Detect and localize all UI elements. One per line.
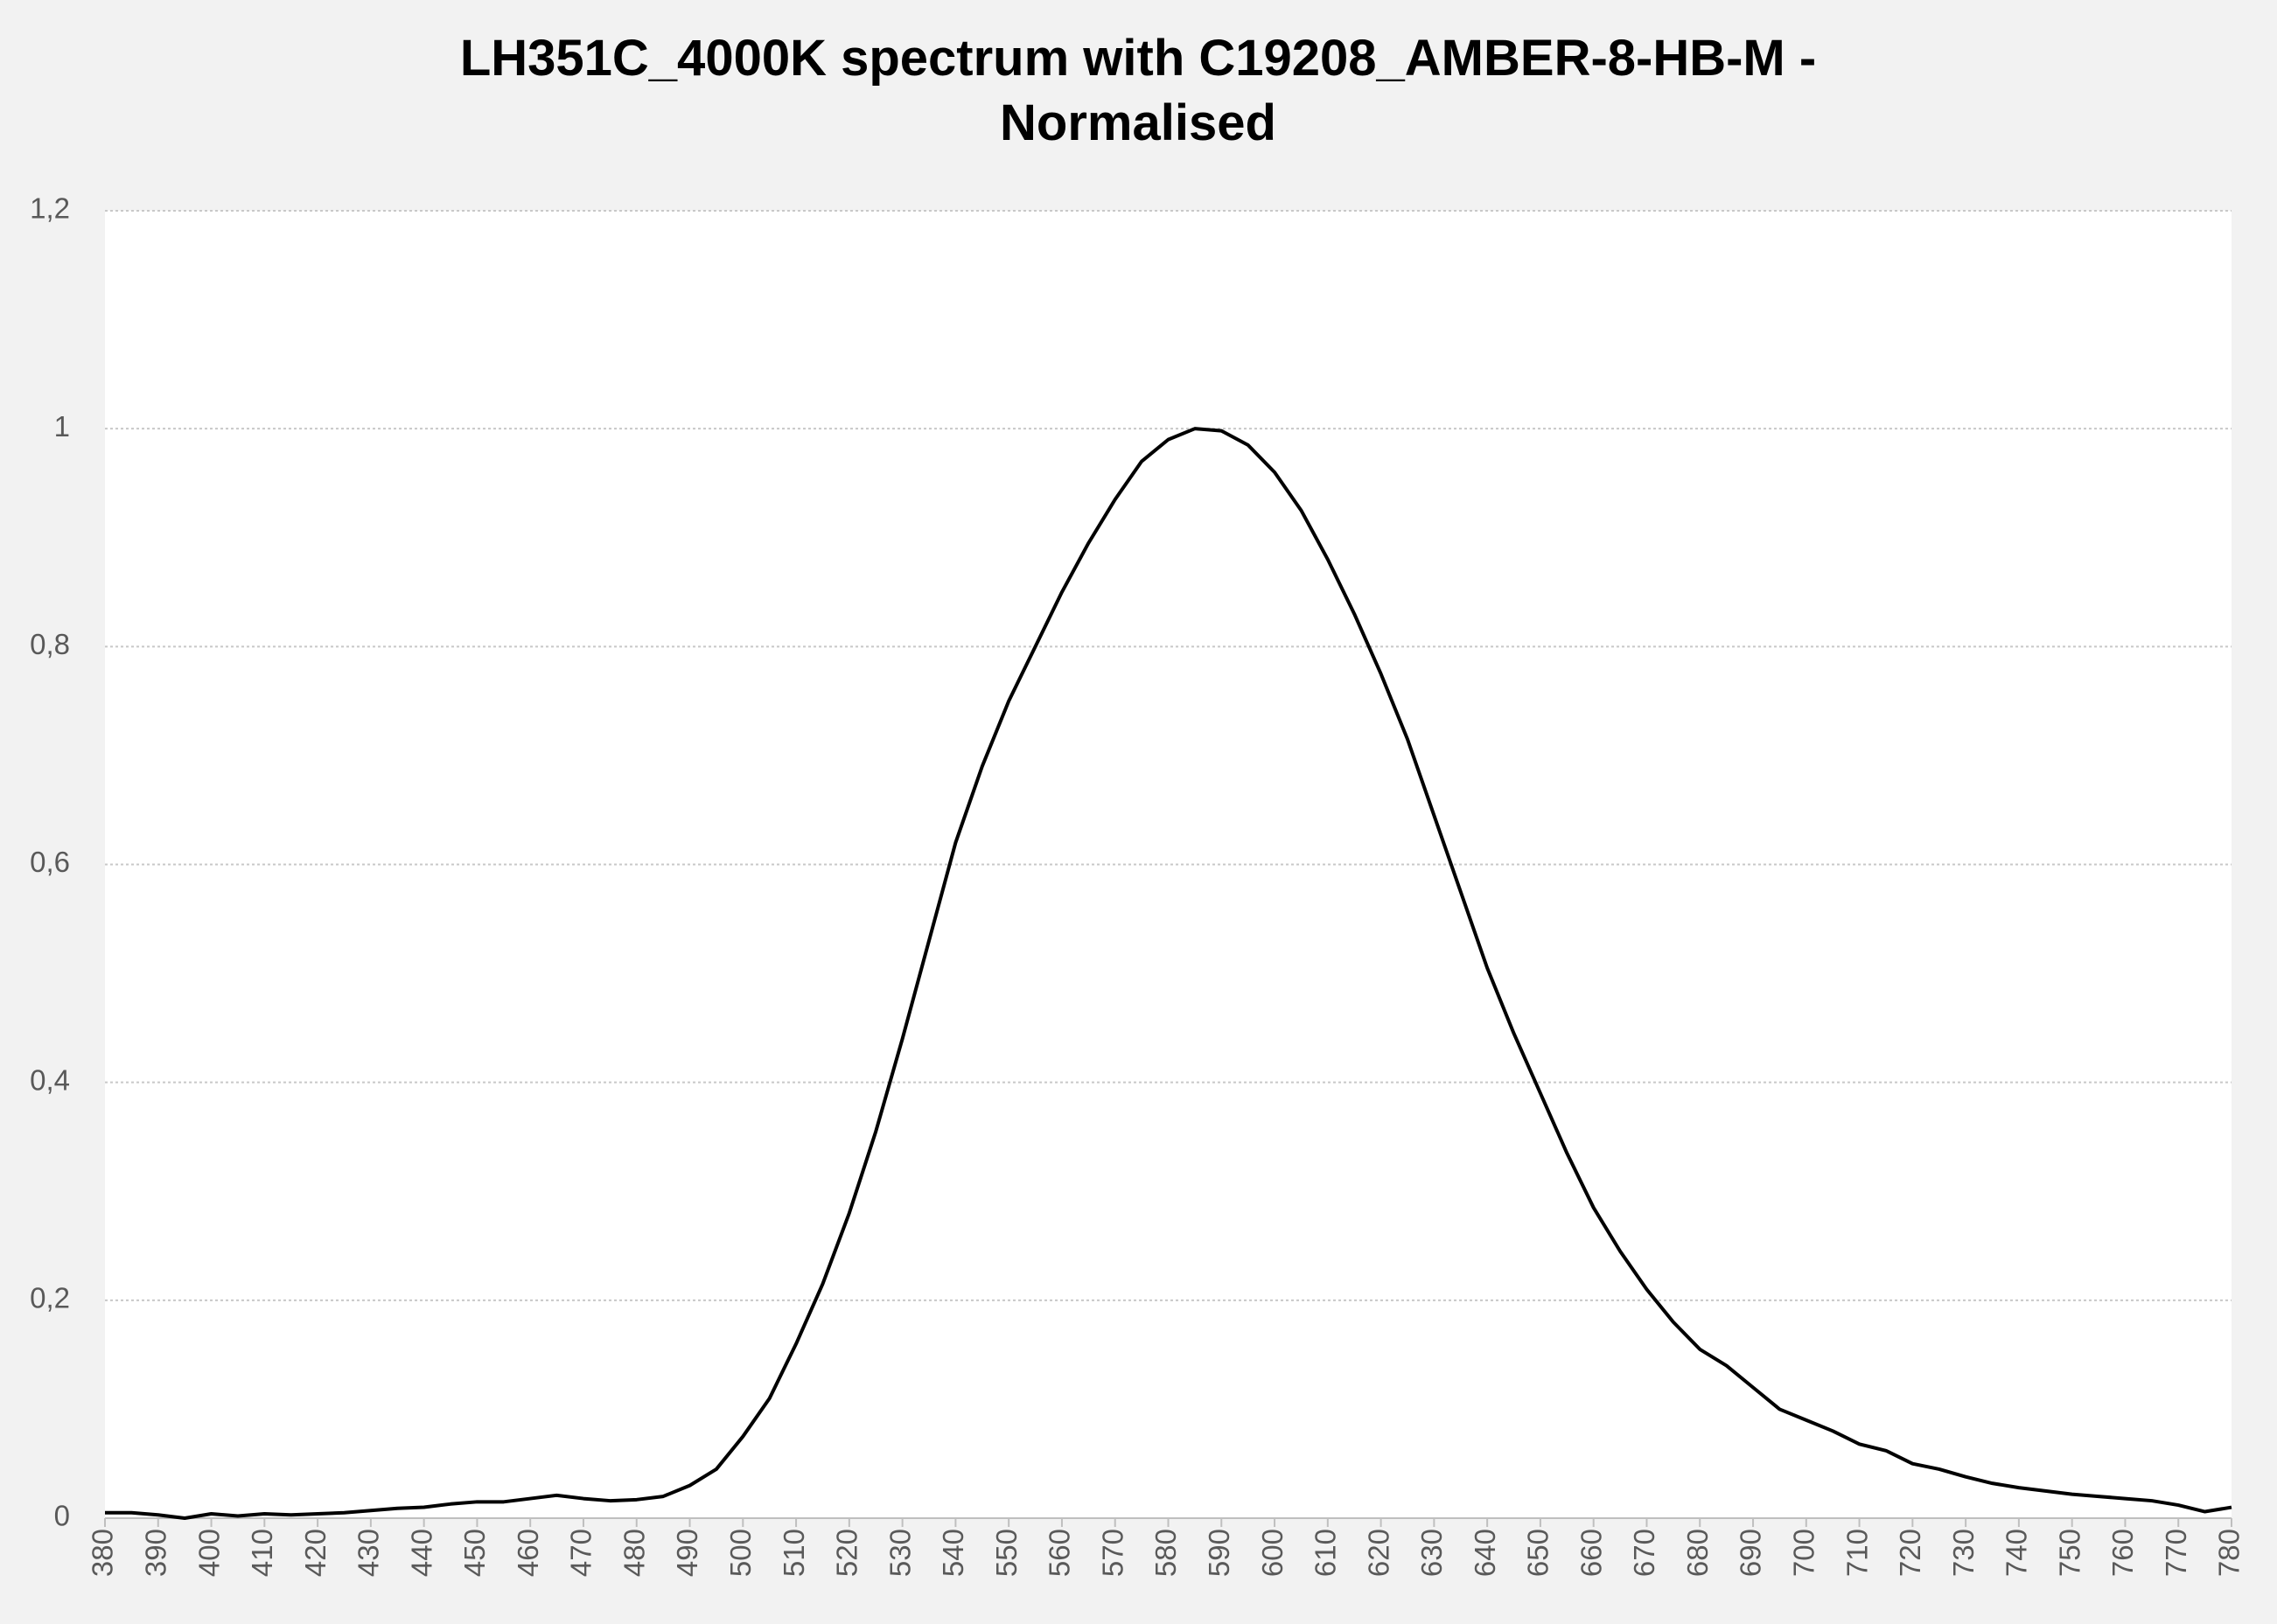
x-tick-label: 400 xyxy=(192,1529,225,1577)
x-tick-label: 640 xyxy=(1469,1529,1501,1577)
x-tick-label: 480 xyxy=(618,1529,650,1577)
x-tick-label: 700 xyxy=(1788,1529,1820,1577)
chart-title: LH351C_4000K spectrum with C19208_AMBER-… xyxy=(459,30,1817,151)
x-tick-label: 660 xyxy=(1575,1529,1607,1577)
x-tick-label: 500 xyxy=(724,1529,757,1577)
x-tick-label: 460 xyxy=(512,1529,544,1577)
x-tick-label: 560 xyxy=(1044,1529,1076,1577)
x-tick-label: 420 xyxy=(299,1529,332,1577)
x-tick-label: 520 xyxy=(831,1529,863,1577)
x-tick-label: 440 xyxy=(405,1529,437,1577)
y-tick-label: 0 xyxy=(54,1500,70,1532)
x-tick-label: 650 xyxy=(1522,1529,1554,1577)
x-tick-label: 470 xyxy=(565,1529,597,1577)
x-tick-label: 670 xyxy=(1628,1529,1660,1577)
x-tick-label: 590 xyxy=(1203,1529,1235,1577)
x-tick-label: 730 xyxy=(1947,1529,1980,1577)
x-tick-label: 720 xyxy=(1894,1529,1926,1577)
x-tick-label: 680 xyxy=(1681,1529,1714,1577)
x-tick-label: 740 xyxy=(2001,1529,2033,1577)
y-tick-label: 0,4 xyxy=(30,1063,70,1096)
x-tick-label: 540 xyxy=(937,1529,969,1577)
x-tick-label: 750 xyxy=(2053,1529,2085,1577)
x-tick-label: 450 xyxy=(458,1529,491,1577)
y-tick-label: 0,6 xyxy=(30,846,70,878)
x-tick-label: 610 xyxy=(1310,1529,1342,1577)
x-tick-label: 380 xyxy=(87,1529,119,1577)
y-tick-label: 1,2 xyxy=(30,192,70,225)
x-tick-label: 530 xyxy=(884,1529,916,1577)
x-tick-label: 580 xyxy=(1149,1529,1182,1577)
x-tick-label: 760 xyxy=(2106,1529,2139,1577)
y-tick-label: 1 xyxy=(54,410,70,443)
y-tick-label: 0,8 xyxy=(30,628,70,660)
y-tick-label: 0,2 xyxy=(30,1282,70,1314)
plot-area xyxy=(105,211,2232,1518)
x-tick-label: 630 xyxy=(1415,1529,1448,1577)
data-line xyxy=(105,427,2232,1520)
x-tick-label: 390 xyxy=(139,1529,171,1577)
x-tick-label: 410 xyxy=(246,1529,278,1577)
x-tick-label: 510 xyxy=(778,1529,810,1577)
x-tick-label: 620 xyxy=(1362,1529,1394,1577)
x-tick-label: 710 xyxy=(1840,1529,1873,1577)
x-tick-label: 490 xyxy=(671,1529,703,1577)
x-tick-label: 780 xyxy=(2213,1529,2246,1577)
x-tick-label: 570 xyxy=(1096,1529,1128,1577)
x-tick-label: 600 xyxy=(1256,1529,1289,1577)
x-tick-label: 430 xyxy=(353,1529,385,1577)
x-tick-label: 770 xyxy=(2160,1529,2192,1577)
x-tick-label: 550 xyxy=(990,1529,1023,1577)
x-tick-label: 690 xyxy=(1735,1529,1767,1577)
